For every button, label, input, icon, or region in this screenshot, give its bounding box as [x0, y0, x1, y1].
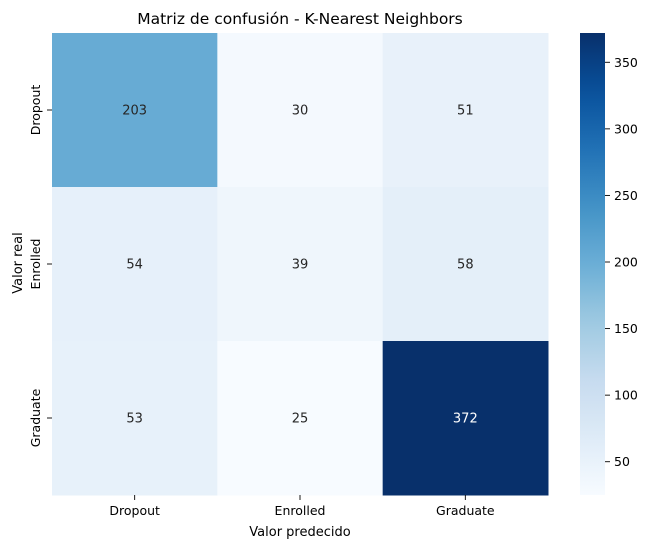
heatmap-cell [382, 341, 549, 496]
y-axis-label: Valor real [11, 232, 26, 294]
y-tick-label: Graduate [28, 388, 43, 447]
y-tick-label: Dropout [28, 85, 43, 136]
cell-value-label: 53 [126, 412, 143, 427]
y-axis: Dropout Enrolled Graduate [28, 85, 52, 447]
colorbar-tick-label: 200 [614, 255, 638, 270]
colorbar-tick-label: 100 [614, 388, 638, 403]
colorbar-tick-label: 150 [614, 321, 638, 336]
cell-value-label: 51 [457, 104, 474, 119]
heatmap-cell [217, 341, 384, 496]
colorbar-tick-label: 350 [614, 55, 638, 70]
heatmap-cell [52, 341, 218, 496]
heatmap-cell [382, 187, 549, 342]
heatmap-cell [52, 33, 218, 188]
cell-value-label: 39 [292, 258, 309, 273]
cell-value-label: 58 [457, 258, 474, 273]
x-tick-label: Enrolled [275, 503, 326, 518]
x-axis-label: Valor predecido [249, 525, 350, 540]
x-axis: Dropout Enrolled Graduate [109, 495, 495, 518]
colorbar-tick-label: 250 [614, 188, 638, 203]
cell-value-label: 372 [453, 412, 478, 427]
cell-value-label: 30 [292, 104, 309, 119]
cell-value-label: 203 [122, 104, 147, 119]
heatmap-cell [217, 187, 384, 342]
colorbar-tick-label: 300 [614, 121, 638, 136]
y-tick-label: Enrolled [28, 239, 43, 290]
heatmap-cell [217, 33, 384, 188]
cell-value-label: 54 [126, 258, 143, 273]
x-tick-label: Dropout [109, 503, 160, 518]
colorbar-ticks: 50 100 150 200 250 300 350 [605, 55, 638, 469]
colorbar-tick-label: 50 [614, 454, 630, 469]
heatmap-cell [52, 187, 218, 342]
heatmap-cell [382, 33, 549, 188]
cell-value-label: 25 [292, 412, 309, 427]
colorbar [580, 33, 605, 495]
x-tick-label: Graduate [436, 503, 495, 518]
cell-annotations: 203 30 51 54 39 58 53 25 372 [122, 104, 477, 427]
heatmap-cells [52, 33, 549, 496]
chart-title: Matriz de confusión - K-Nearest Neighbor… [137, 10, 463, 28]
